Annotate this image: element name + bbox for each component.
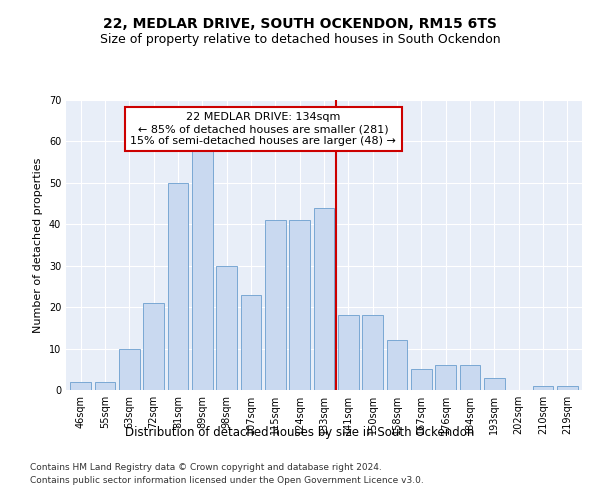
Text: Distribution of detached houses by size in South Ockendon: Distribution of detached houses by size … [125,426,475,439]
Bar [362,316,383,390]
Bar [119,348,140,390]
Bar [557,386,578,390]
Bar [70,382,91,390]
Text: 22 MEDLAR DRIVE: 134sqm
← 85% of detached houses are smaller (281)
15% of semi-d: 22 MEDLAR DRIVE: 134sqm ← 85% of detache… [130,112,396,146]
Bar [143,303,164,390]
Bar [192,150,212,390]
Bar [460,365,481,390]
Bar [216,266,237,390]
Bar [533,386,553,390]
Bar [411,370,432,390]
Text: Size of property relative to detached houses in South Ockendon: Size of property relative to detached ho… [100,32,500,46]
Bar [167,183,188,390]
Bar [484,378,505,390]
Bar [265,220,286,390]
Y-axis label: Number of detached properties: Number of detached properties [33,158,43,332]
Bar [289,220,310,390]
Text: Contains HM Land Registry data © Crown copyright and database right 2024.: Contains HM Land Registry data © Crown c… [30,464,382,472]
Bar [386,340,407,390]
Bar [314,208,334,390]
Text: 22, MEDLAR DRIVE, SOUTH OCKENDON, RM15 6TS: 22, MEDLAR DRIVE, SOUTH OCKENDON, RM15 6… [103,18,497,32]
Bar [241,294,262,390]
Bar [436,365,456,390]
Text: Contains public sector information licensed under the Open Government Licence v3: Contains public sector information licen… [30,476,424,485]
Bar [95,382,115,390]
Bar [338,316,359,390]
